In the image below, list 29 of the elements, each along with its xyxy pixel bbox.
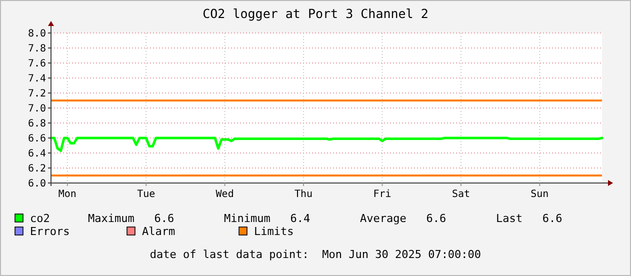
text: date of last data point: Mon Jun 30 2025 07:00:00 [150, 248, 482, 261]
text: Minimum 6.4 [224, 212, 310, 225]
y-tick-label: 6.4 [28, 148, 46, 160]
x-tick-label: Tue [137, 189, 156, 200]
text: Maximum 6.6 [88, 212, 174, 225]
y-tick-label: 6.0 [28, 178, 46, 190]
y-tick-label: 8.0 [28, 28, 46, 40]
legend-label: Alarm [142, 225, 176, 238]
y-tick-label: 6.8 [28, 118, 46, 130]
chart-title: CO2 logger at Port 3 Channel 2 [202, 6, 428, 21]
y-tick-label: 7.2 [28, 88, 46, 100]
x-tick-label: Fri [373, 189, 392, 200]
x-tick-label: Mon [58, 189, 76, 200]
text: Average 6.6 [360, 212, 446, 225]
x-tick-label: Wed [216, 189, 234, 200]
legend-label: co2 [30, 212, 50, 225]
y-tick-label: 6.6 [28, 134, 46, 144]
y-tick-label: 7.0 [28, 104, 46, 114]
y-tick-label: 6.2 [28, 164, 46, 174]
y-tick-label: 7.6 [28, 58, 46, 70]
legend-label: Errors [30, 225, 70, 238]
y-tick-label: 7.4 [28, 74, 46, 84]
text: Last 6.6 [496, 212, 562, 225]
x-tick-label: Thu [294, 189, 313, 200]
x-tick-label: Sat [452, 189, 470, 200]
x-tick-label: Sun [530, 189, 549, 200]
y-tick-label: 7.8 [28, 44, 46, 54]
line-series [50, 136, 604, 152]
legend-label: Limits [254, 225, 294, 238]
